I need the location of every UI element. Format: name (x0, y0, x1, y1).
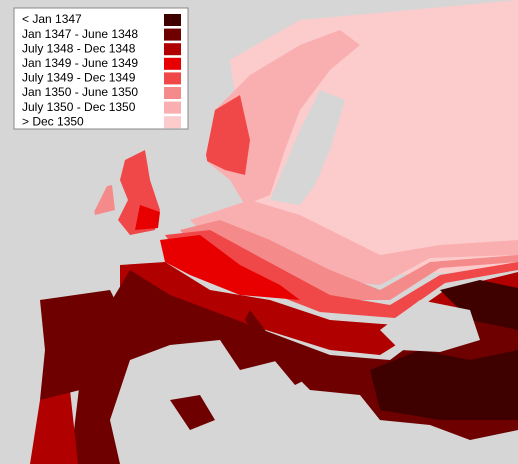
legend-label: July 1348 - Dec 1348 (22, 41, 136, 55)
region (440, 280, 518, 330)
sea (170, 150, 215, 220)
legend-box (13, 7, 189, 130)
legend-swatch (164, 57, 181, 70)
region (160, 235, 300, 300)
legend-label: Jan 1350 - June 1350 (22, 85, 138, 99)
sea (110, 340, 518, 464)
region (205, 95, 250, 175)
region (135, 205, 160, 230)
region (180, 220, 518, 300)
legend-swatch (164, 28, 181, 41)
region (245, 310, 305, 385)
sea (380, 300, 480, 352)
sea (270, 90, 345, 205)
legend-swatch (164, 87, 181, 99)
legend-label: < Jan 1347 (22, 12, 82, 26)
legend-swatch (164, 72, 181, 85)
legend-swatch (164, 14, 181, 26)
legend-label: Jan 1347 - June 1348 (22, 27, 138, 41)
legend-swatch (164, 101, 181, 114)
region (370, 350, 518, 420)
legend-label: July 1350 - Dec 1350 (22, 100, 136, 114)
region (190, 200, 518, 285)
legend-swatch (164, 116, 181, 129)
legend-label: Jan 1349 - June 1349 (22, 56, 138, 70)
legend-label: July 1349 - Dec 1349 (22, 71, 136, 85)
legend-label: > Dec 1350 (22, 114, 84, 128)
region (30, 390, 78, 464)
region (170, 395, 215, 430)
region (40, 290, 125, 400)
legend-swatch (164, 43, 181, 56)
